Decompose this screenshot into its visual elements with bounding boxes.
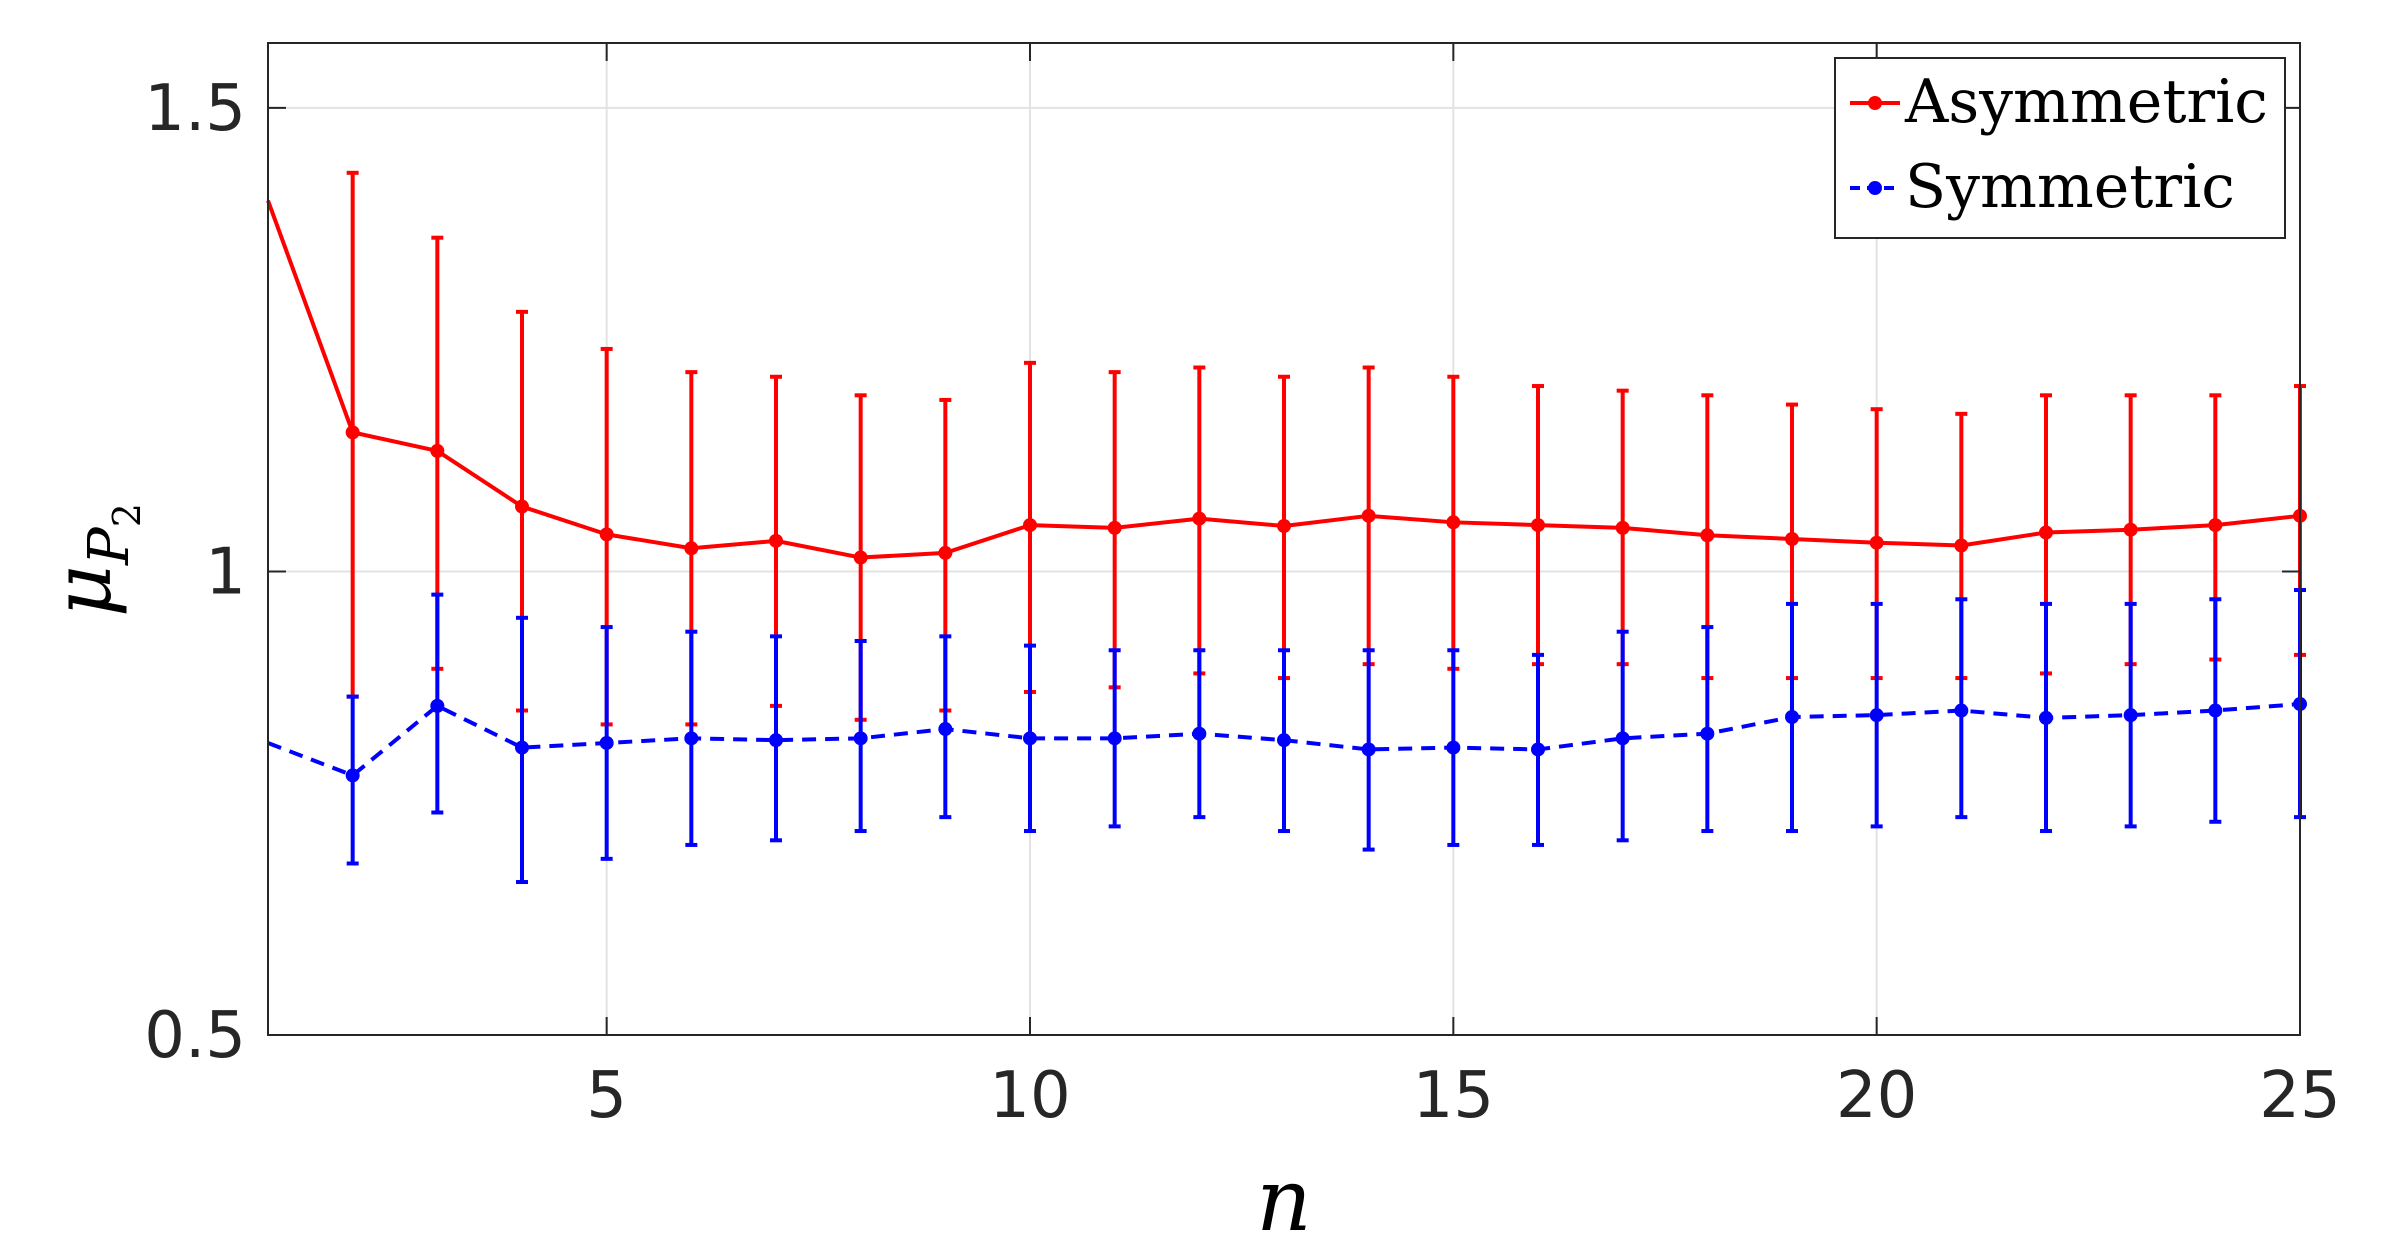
asymmetric-point [769,533,783,548]
series-symmetric [267,587,2307,885]
y-tick-label: 0.5 [144,999,246,1073]
asymmetric-point [1192,511,1207,526]
asymmetric-point [1107,520,1122,535]
asymmetric-point [430,443,445,458]
symmetric-point [1785,710,1799,725]
series-asymmetric [266,170,2307,727]
series-layer [266,170,2307,885]
symmetric-point [2123,708,2138,723]
asymmetric-point [1023,518,1037,533]
asymmetric-point [1785,532,1799,546]
asymmetric-point [2208,518,2223,533]
y-axis-label-main: μ [36,565,129,617]
x-tick-label: 25 [2259,1059,2340,1133]
asymmetric-point [1954,538,1969,553]
asymmetric-point [515,499,529,514]
symmetric-point [684,731,699,746]
symmetric-point [1277,733,1291,748]
x-tick-label: 5 [586,1059,627,1133]
asymmetric-point [853,550,868,565]
asymmetric-point [1277,519,1291,534]
symmetric-point [1023,731,1037,746]
legend-symmetric-label: Symmetric [1905,152,2235,222]
asymmetric-point [684,541,699,556]
symmetric-point [2039,710,2053,725]
asymmetric-point [1361,508,1376,523]
x-tick-label: 10 [989,1059,1070,1133]
asymmetric-point [345,425,360,440]
asymmetric-point [1615,520,1630,535]
legend: Asymmetric Symmetric [1834,57,2286,239]
symmetric-point [345,768,360,783]
y-axis-label: μP2 [36,503,149,617]
symmetric-point [1361,742,1376,757]
symmetric-point [1615,731,1630,746]
symmetric-point [1531,742,1545,757]
symmetric-point [938,722,953,737]
symmetric-point [430,698,445,713]
legend-asymmetric-marker [1868,96,1882,110]
asymmetric-point [938,545,953,560]
x-axis-label: n [1256,1151,1311,1251]
legend-symmetric-marker [1868,181,1882,195]
symmetric-point [769,733,783,748]
symmetric-point [1192,726,1207,741]
y-tick-label: 1 [205,535,246,609]
x-tick-label: 20 [1836,1059,1917,1133]
legend-box [1834,57,2286,239]
asymmetric-point [599,527,614,542]
ticks: 5 10 15 20 25 0.5 1 1.5 [144,43,2341,1133]
asymmetric-point [2123,522,2138,537]
symmetric-point [515,740,529,755]
y-tick-label: 1.5 [144,72,246,146]
asymmetric-point [1869,535,1884,550]
asymmetric-point [2039,525,2053,540]
plot-frame [267,42,2301,1036]
symmetric-point [1700,726,1715,741]
symmetric-point [599,735,614,750]
asymmetric-point [1531,518,1545,533]
x-tick-label: 15 [1413,1059,1494,1133]
symmetric-point [2208,703,2223,718]
symmetric-point [1446,740,1461,755]
asymmetric-point [1700,528,1715,543]
symmetric-point [1869,708,1884,723]
y-axis-label-subsubscript: 2 [105,503,149,527]
symmetric-point [1954,703,1969,718]
legend-asymmetric-label: Asymmetric [1904,67,2268,137]
svg-text:μP2: μP2 [36,503,149,617]
symmetric-point [1107,731,1122,746]
asymmetric-point [1446,515,1461,530]
y-axis-label-subscript: P [77,526,142,566]
symmetric-point [853,731,868,746]
